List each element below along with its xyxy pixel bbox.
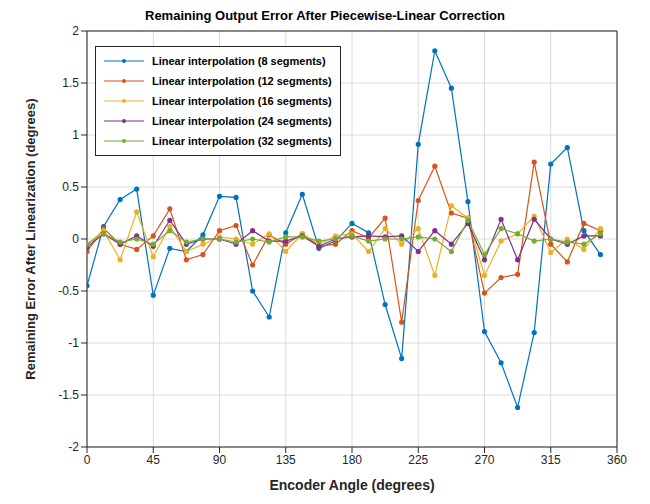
html-text:Remaining Output Error After P: Remaining Output Error After Piecewise-L… [145,8,505,23]
svg-text:Remaining Error After Lineariz: Remaining Error After Linearization (deg… [23,98,38,379]
svg-text:90: 90 [213,453,227,467]
svg-text:0: 0 [72,232,79,246]
svg-text:270: 270 [474,453,494,467]
svg-text:Encoder Angle (degrees): Encoder Angle (degrees) [269,477,434,493]
html-text:Linear interpolation (8 segmen: Linear interpolation (8 segments) [152,55,326,67]
svg-text:-0.5: -0.5 [58,284,79,298]
svg-text:1.5: 1.5 [62,76,79,90]
svg-text:1: 1 [72,128,79,142]
svg-text:0: 0 [84,453,91,467]
svg-text:180: 180 [342,453,362,467]
svg-text:315: 315 [541,453,561,467]
svg-text:-1: -1 [68,336,79,350]
svg-text:135: 135 [276,453,296,467]
html-text:Linear interpolation (12 segme: Linear interpolation (12 segments) [152,75,332,87]
svg-text:-1.5: -1.5 [58,388,79,402]
svg-text:0.5: 0.5 [62,180,79,194]
svg-text:225: 225 [408,453,428,467]
svg-text:2: 2 [72,24,79,38]
svg-text:360: 360 [607,453,627,467]
html-text:Linear interpolation (32 segme: Linear interpolation (32 segments) [152,135,332,147]
svg-text:-2: -2 [68,440,79,454]
html-text:Linear interpolation (16 segme: Linear interpolation (16 segments) [152,95,332,107]
svg-text:45: 45 [147,453,161,467]
html-text:Linear interpolation (24 segme: Linear interpolation (24 segments) [152,115,332,127]
